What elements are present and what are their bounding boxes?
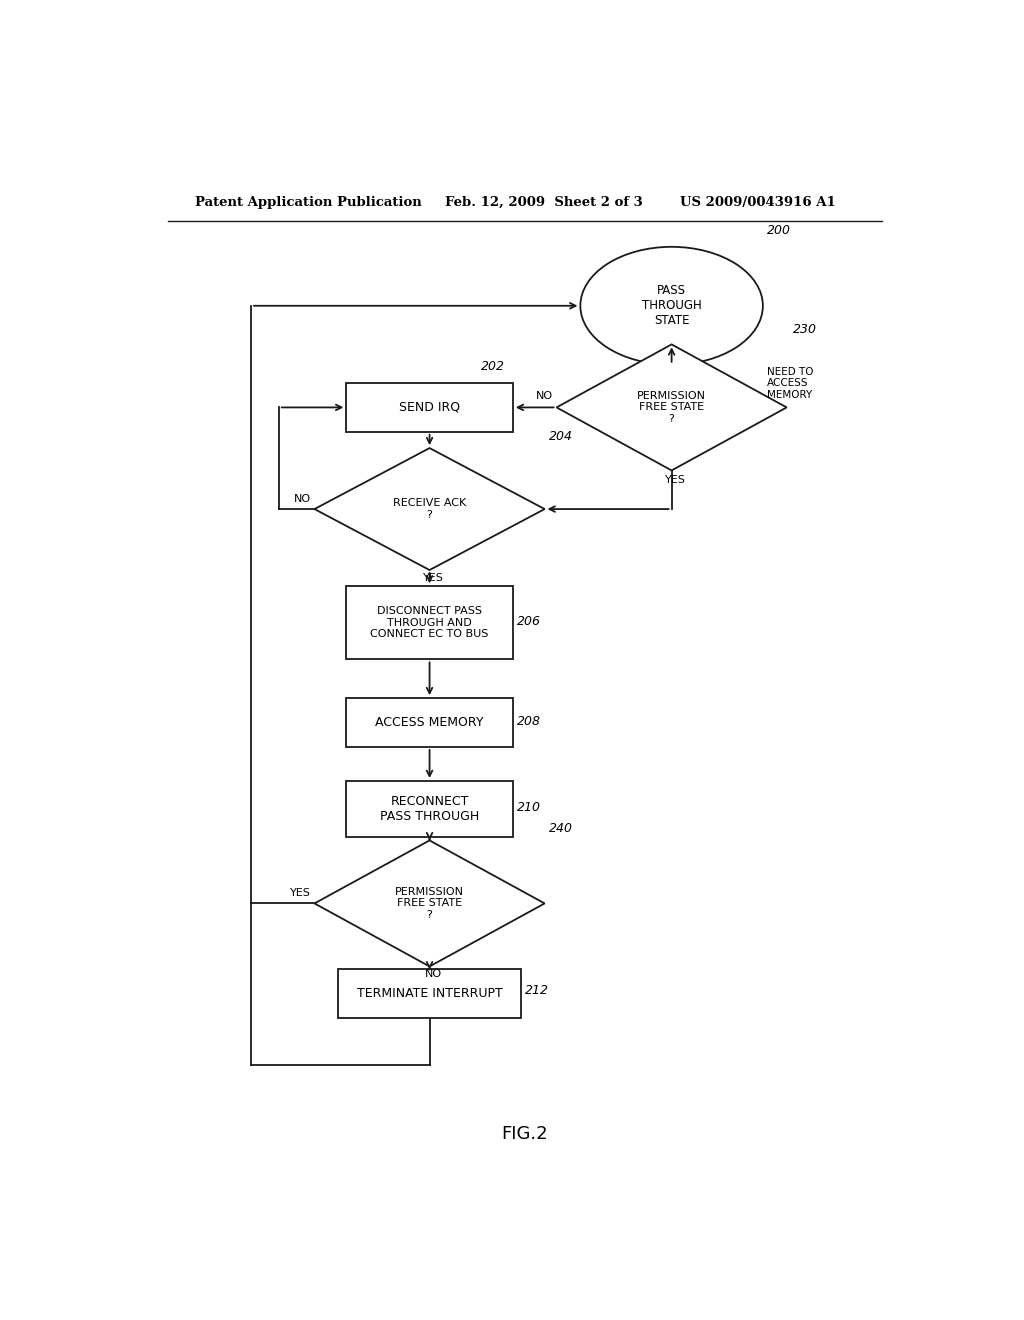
Text: Feb. 12, 2009  Sheet 2 of 3: Feb. 12, 2009 Sheet 2 of 3 bbox=[445, 195, 643, 209]
Text: DISCONNECT PASS
THROUGH AND
CONNECT EC TO BUS: DISCONNECT PASS THROUGH AND CONNECT EC T… bbox=[371, 606, 488, 639]
Text: ACCESS MEMORY: ACCESS MEMORY bbox=[376, 715, 483, 729]
Text: US 2009/0043916 A1: US 2009/0043916 A1 bbox=[680, 195, 836, 209]
Text: PERMISSION
FREE STATE
?: PERMISSION FREE STATE ? bbox=[637, 391, 707, 424]
Text: NO: NO bbox=[425, 969, 442, 979]
Text: YES: YES bbox=[423, 573, 444, 583]
Text: 210: 210 bbox=[517, 801, 541, 814]
Polygon shape bbox=[314, 841, 545, 966]
Text: TERMINATE INTERRUPT: TERMINATE INTERRUPT bbox=[356, 987, 503, 1001]
Bar bbox=[346, 781, 513, 837]
Text: 208: 208 bbox=[517, 714, 541, 727]
Bar bbox=[346, 586, 513, 660]
Bar bbox=[346, 383, 513, 432]
Text: PASS
THROUGH
STATE: PASS THROUGH STATE bbox=[642, 284, 701, 327]
Text: NEED TO
ACCESS
MEMORY: NEED TO ACCESS MEMORY bbox=[767, 367, 813, 400]
Bar bbox=[346, 698, 513, 747]
Text: 202: 202 bbox=[481, 360, 505, 372]
Text: 200: 200 bbox=[767, 223, 791, 236]
Text: Patent Application Publication: Patent Application Publication bbox=[196, 195, 422, 209]
Polygon shape bbox=[314, 447, 545, 570]
Text: PERMISSION
FREE STATE
?: PERMISSION FREE STATE ? bbox=[395, 887, 464, 920]
Text: YES: YES bbox=[666, 474, 686, 484]
Text: SEND IRQ: SEND IRQ bbox=[399, 401, 460, 414]
Text: RECONNECT
PASS THROUGH: RECONNECT PASS THROUGH bbox=[380, 795, 479, 822]
Text: RECEIVE ACK
?: RECEIVE ACK ? bbox=[393, 498, 466, 520]
Text: 212: 212 bbox=[524, 983, 549, 997]
Polygon shape bbox=[557, 345, 786, 470]
Text: 240: 240 bbox=[549, 822, 572, 836]
Text: 206: 206 bbox=[517, 615, 541, 628]
Text: YES: YES bbox=[290, 888, 310, 899]
Text: FIG.2: FIG.2 bbox=[502, 1125, 548, 1143]
Text: 230: 230 bbox=[793, 323, 817, 337]
Bar bbox=[338, 969, 521, 1018]
Text: 204: 204 bbox=[549, 430, 572, 444]
Text: NO: NO bbox=[294, 494, 310, 504]
Ellipse shape bbox=[581, 247, 763, 364]
Text: NO: NO bbox=[536, 391, 553, 401]
